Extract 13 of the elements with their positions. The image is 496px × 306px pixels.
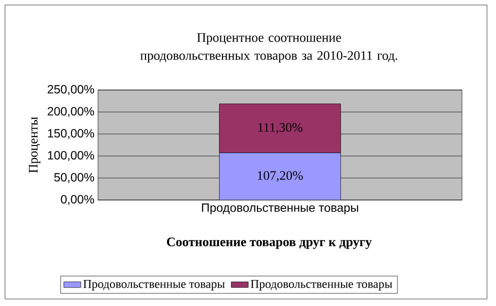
y-tick-label: 0,00% xyxy=(60,195,94,205)
y-tick-label: 200,00% xyxy=(48,107,94,117)
legend-label: Продовольственные товары xyxy=(250,280,392,290)
y-tick-label: 150,00% xyxy=(48,129,94,139)
y-tick-label: 100,00% xyxy=(48,151,94,161)
y-tick-label: 50,00% xyxy=(54,173,94,183)
chart-title: Процентное соотношение продовольственных товаров за 2010-2011 год. xyxy=(140,33,398,63)
data-label: 107,20% xyxy=(258,171,303,182)
data-label: 111,30% xyxy=(258,123,302,134)
y-tick-label: 250,00% xyxy=(48,85,94,95)
y-axis-title: Проценты xyxy=(28,117,40,173)
legend-label: Продовольственные товары xyxy=(83,280,225,290)
x-axis-title: Соотношение товаров друг к другу xyxy=(166,238,372,249)
